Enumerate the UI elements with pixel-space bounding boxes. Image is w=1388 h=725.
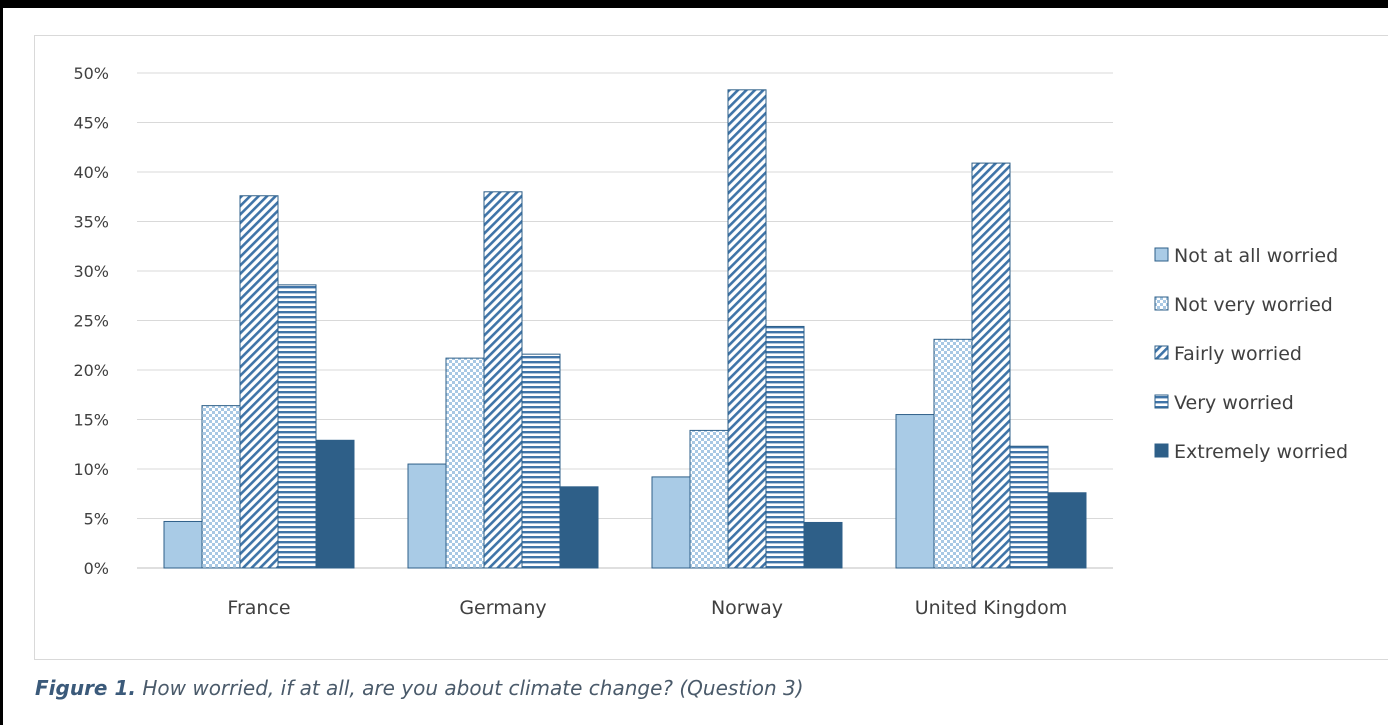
chart-frame: 0% 5% 10% 15% 20% 25% 30% 35% 40% 45% 50% France Ger… [34,35,1388,660]
y-tick-label: 5% [84,510,109,529]
bar [445,357,485,569]
y-tick-label: 35% [73,213,109,232]
legend-label: Fairly worried [1174,343,1302,365]
bar [971,162,1011,569]
x-tick-label: Norway [711,597,783,619]
legend-label: Extremely worried [1174,441,1348,463]
bar [933,338,973,569]
bar [521,353,561,569]
bar [651,476,691,569]
y-tick-label: 45% [73,114,109,133]
bar [803,521,843,569]
legend-swatch [1154,394,1169,409]
y-tick-label: 0% [84,559,109,578]
figure-caption: Figure 1. How worried, if at all, are yo… [35,676,804,700]
legend-swatch [1154,296,1169,311]
bar [765,325,805,569]
bar [407,463,447,569]
y-tick-label: 20% [73,361,109,380]
bar [239,195,279,569]
bar [315,439,355,569]
bar [1009,445,1049,569]
y-tick-label: 50% [73,64,109,83]
bar [727,89,767,569]
caption-text: How worried, if at all, are you about cl… [135,676,804,700]
x-tick-label: United Kingdom [915,597,1068,619]
legend-swatch [1154,247,1169,262]
x-tick-label: Germany [459,597,546,619]
bar [559,486,599,569]
legend-label: Not very worried [1174,294,1333,316]
bar [689,429,729,569]
y-tick-label: 30% [73,262,109,281]
y-tick-label: 25% [73,312,109,331]
caption-label: Figure 1. [35,676,136,700]
bar [277,284,317,569]
bar [163,520,203,569]
x-tick-label: France [227,597,290,619]
bar [895,414,935,569]
y-tick-label: 15% [73,411,109,430]
bar [483,191,523,569]
legend-label: Not at all worried [1174,245,1338,267]
bar [201,405,241,569]
legend-label: Very worried [1174,392,1294,414]
y-tick-label: 40% [73,163,109,182]
y-tick-label: 10% [73,460,109,479]
legend-swatch [1154,443,1169,458]
chart-svg: 0% 5% 10% 15% 20% 25% 30% 35% 40% 45% 50% France Ger… [73,64,1348,619]
legend-swatch [1154,345,1169,360]
bar [1047,492,1087,569]
